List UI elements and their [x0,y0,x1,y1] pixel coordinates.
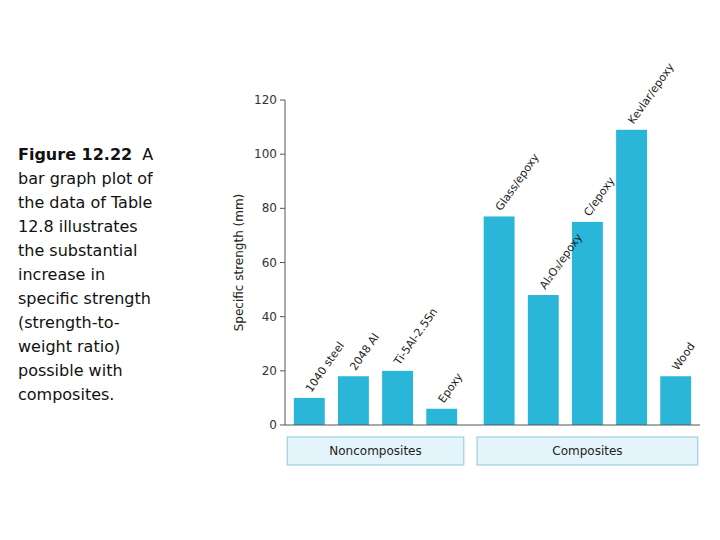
bar-label: Glass/epoxy [493,151,542,213]
bar-label: C/epoxy [581,174,617,218]
caption-line: 12.8 illustrates [18,217,138,236]
bar-label: Ti-5Al-2.5Sn [391,306,440,369]
bar [528,295,559,425]
bar-label: Epoxy [436,370,466,405]
caption-line: composites. [18,385,114,404]
y-tick [280,316,285,317]
y-tick-label: 20 [262,364,277,378]
y-tick-label: 40 [262,310,277,324]
group-label: Composites [552,444,622,458]
bar [660,376,691,425]
y-tick-label: 60 [262,256,277,270]
chart: 1040 steel2048 Al Ti-5Al-2.5SnEpoxy Glass/… [0,0,720,540]
caption-title: Figure 12.22 [18,145,132,164]
y-tick [280,262,285,263]
group-box [287,437,464,465]
bars [294,130,691,425]
group-box [477,437,698,465]
y-tick-label: 120 [254,93,277,107]
caption-line: the substantial [18,241,138,260]
bar-label: Wood [670,340,698,373]
y-tick [280,208,285,209]
bar [294,398,325,425]
bar [338,376,369,425]
y-tick [280,370,285,371]
caption-line: weight ratio) [18,337,120,356]
caption-line: increase in [18,265,105,284]
bar-label: 2048 Al [347,331,382,373]
caption-line: bar graph plot of [18,169,153,188]
caption-line: specific strength [18,289,151,308]
bar [616,130,647,425]
y-tick-label: 80 [262,201,277,215]
y-axis-label: Specific strength (mm) [232,194,246,332]
bar [572,222,603,425]
bar [382,371,413,425]
bar-label: Kevlar/epoxy [625,60,677,126]
caption-line: A [142,145,153,164]
y-tick-label: 100 [254,147,277,161]
y-tick-label: 0 [269,418,277,432]
group-label: Noncomposites [329,444,421,458]
bar-label: 1040 steel [303,340,347,395]
x-axis [285,425,700,426]
caption-line: possible with [18,361,123,380]
bar [484,216,515,425]
caption-line: (strength-to- [18,313,120,332]
y-tick [280,100,285,101]
y-tick [280,425,285,426]
bar [426,409,457,425]
bar-label: Al₂O₃/epoxy [537,231,585,292]
y-tick [280,154,285,155]
caption-line: the data of Table [18,193,152,212]
